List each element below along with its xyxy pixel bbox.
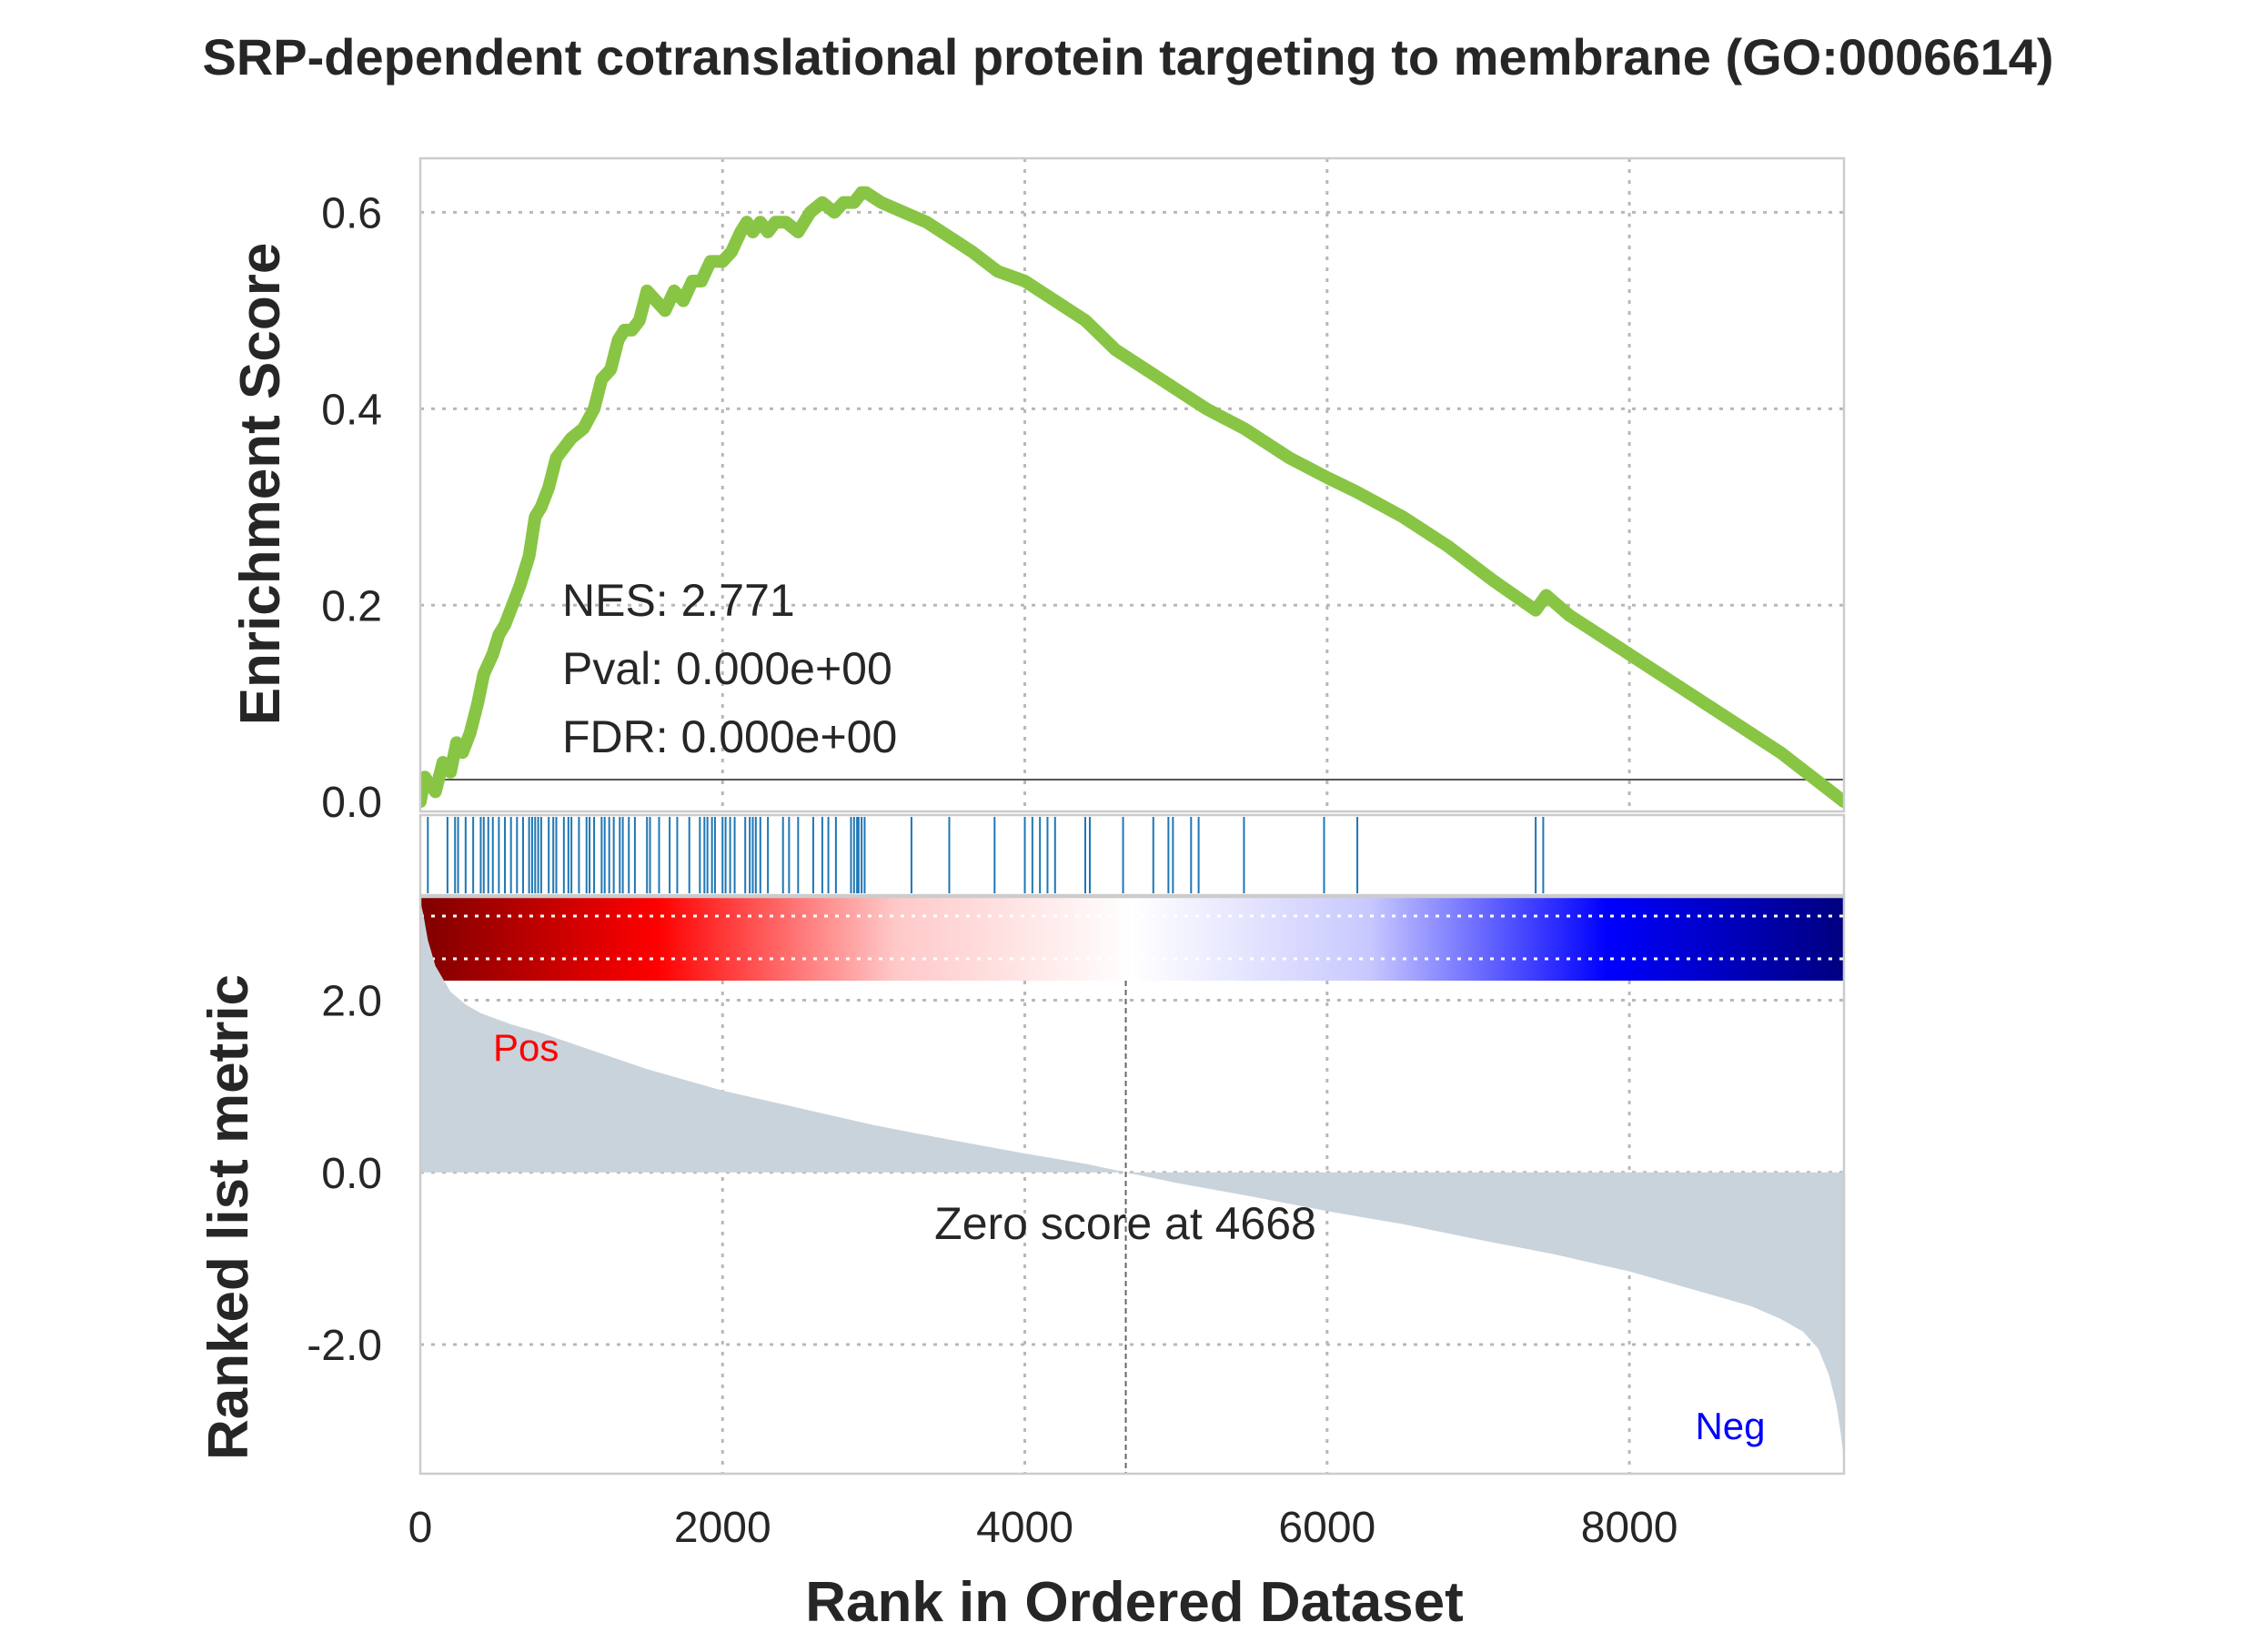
ranked-y-tick-label: -2.0 xyxy=(307,1322,382,1370)
pos-label: Pos xyxy=(493,1026,559,1069)
ranked-frame xyxy=(418,895,1846,1476)
enrichment-y-tick-label: 0.2 xyxy=(321,582,382,630)
enrichment-panel: 0.0 0.2 0.4 0.6 NES: 2.771 Pval: 0.000e+00 … xyxy=(229,156,1846,827)
fdr-text: FDR: 0.000e+00 xyxy=(562,711,897,762)
enrichment-y-tick-label: 0.0 xyxy=(321,779,382,827)
ranked-y-tick-label: 2.0 xyxy=(321,978,382,1026)
x-tick-label: 2000 xyxy=(674,1504,771,1552)
ranked-panel: 2.0 0.0 -2.0 Pos Neg Zero score at 4668 Ra… xyxy=(197,895,1846,1476)
pval-text: Pval: 0.000e+00 xyxy=(562,643,892,694)
hits-frame xyxy=(418,813,1846,897)
ranked-y-ticks: 2.0 0.0 -2.0 xyxy=(307,978,382,1371)
x-axis-label: Rank in Ordered Dataset xyxy=(805,1571,1464,1634)
zero-score-label: Zero score at 4668 xyxy=(934,1198,1316,1249)
ranked-y-tick-label: 0.0 xyxy=(321,1150,382,1198)
enrichment-grid xyxy=(420,158,1844,811)
rank-heatmap xyxy=(420,897,1844,981)
enrichment-score-line xyxy=(420,186,1844,809)
hits-panel xyxy=(418,813,1846,897)
enrichment-frame xyxy=(418,156,1846,813)
nes-text: NES: 2.771 xyxy=(562,575,795,626)
ranked-metric-area xyxy=(420,901,1844,1461)
x-axis-ticks: 0 2000 4000 6000 8000 xyxy=(408,1504,1678,1552)
x-tick-label: 8000 xyxy=(1581,1504,1678,1552)
heatmap-bar xyxy=(420,897,1844,981)
x-tick-label: 4000 xyxy=(976,1504,1073,1552)
neg-label: Neg xyxy=(1695,1405,1765,1447)
stats-box: NES: 2.771 Pval: 0.000e+00 FDR: 0.000e+0… xyxy=(562,575,897,762)
x-tick-label: 0 xyxy=(408,1504,433,1552)
chart-title: SRP-dependent cotranslational protein ta… xyxy=(202,28,2053,86)
enrichment-y-ticks: 0.0 0.2 0.4 0.6 xyxy=(321,189,382,827)
gene-hits xyxy=(427,817,1545,893)
ranked-y-label: Ranked list metric xyxy=(197,974,260,1460)
enrichment-y-tick-label: 0.6 xyxy=(321,189,382,237)
x-tick-label: 6000 xyxy=(1278,1504,1375,1552)
enrichment-y-label: Enrichment Score xyxy=(229,243,292,726)
enrichment-y-tick-label: 0.4 xyxy=(321,386,382,434)
